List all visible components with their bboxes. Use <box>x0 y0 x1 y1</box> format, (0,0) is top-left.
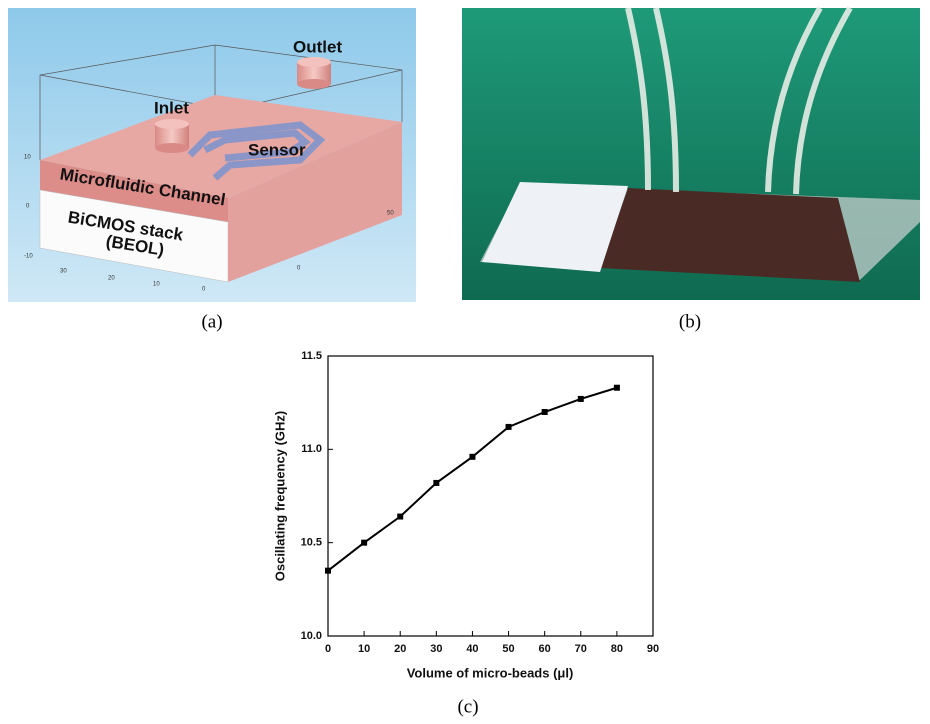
marker <box>578 396 584 402</box>
x-tick-label: 70 <box>575 643 587 655</box>
marker <box>433 480 439 486</box>
panel-a: Outlet Inlet Sensor Microfluidic Channel… <box>8 8 416 302</box>
x-axis-label: Volume of micro-beads (μl) <box>407 665 574 680</box>
x-tick-label: 50 <box>502 643 514 655</box>
inlet <box>155 119 189 153</box>
marker <box>542 409 548 415</box>
x-tick-label: 20 <box>394 643 406 655</box>
caption: (a) <box>201 311 222 332</box>
marker <box>397 514 403 520</box>
axis-number: 30 <box>60 269 67 275</box>
x-tick-label: 10 <box>358 643 370 655</box>
caption: (c) <box>457 696 478 717</box>
axis-number: 50 <box>387 211 394 217</box>
outlet <box>297 57 331 89</box>
marker <box>614 385 620 391</box>
marker <box>325 568 331 574</box>
y-axis-label: Oscillating frequency (GHz) <box>272 411 287 581</box>
y-tick-label: 10.5 <box>301 537 322 549</box>
y-tick-label: 11.5 <box>301 350 322 362</box>
label: Outlet <box>293 37 342 56</box>
y-tick-label: 11.0 <box>301 443 322 455</box>
x-tick-label: 30 <box>430 643 442 655</box>
axis-number: 10 <box>24 155 31 161</box>
figure: {"panel_a": {"labels": ["Outlet", "Inlet… <box>0 0 930 724</box>
x-tick-label: 80 <box>611 643 623 655</box>
marker <box>506 424 512 430</box>
caption: (b) <box>679 311 701 332</box>
label: Inlet <box>154 98 189 117</box>
chip <box>600 188 860 282</box>
x-tick-label: 40 <box>466 643 478 655</box>
line <box>328 388 617 571</box>
axis-number: 10 <box>153 282 160 288</box>
label: Sensor <box>248 140 306 159</box>
panel-b <box>462 8 920 300</box>
x-tick-label: 0 <box>325 643 331 655</box>
figure-svg: Outlet Inlet Sensor Microfluidic Channel… <box>0 0 930 724</box>
axis-number: 20 <box>108 276 115 282</box>
x-tick-label: 60 <box>539 643 551 655</box>
y-tick-label: 10.0 <box>301 630 322 642</box>
x-tick-label: 90 <box>647 643 659 655</box>
axis-number: -10 <box>24 254 33 260</box>
marker <box>361 540 367 546</box>
marker <box>469 454 475 460</box>
plot-frame <box>328 356 653 636</box>
